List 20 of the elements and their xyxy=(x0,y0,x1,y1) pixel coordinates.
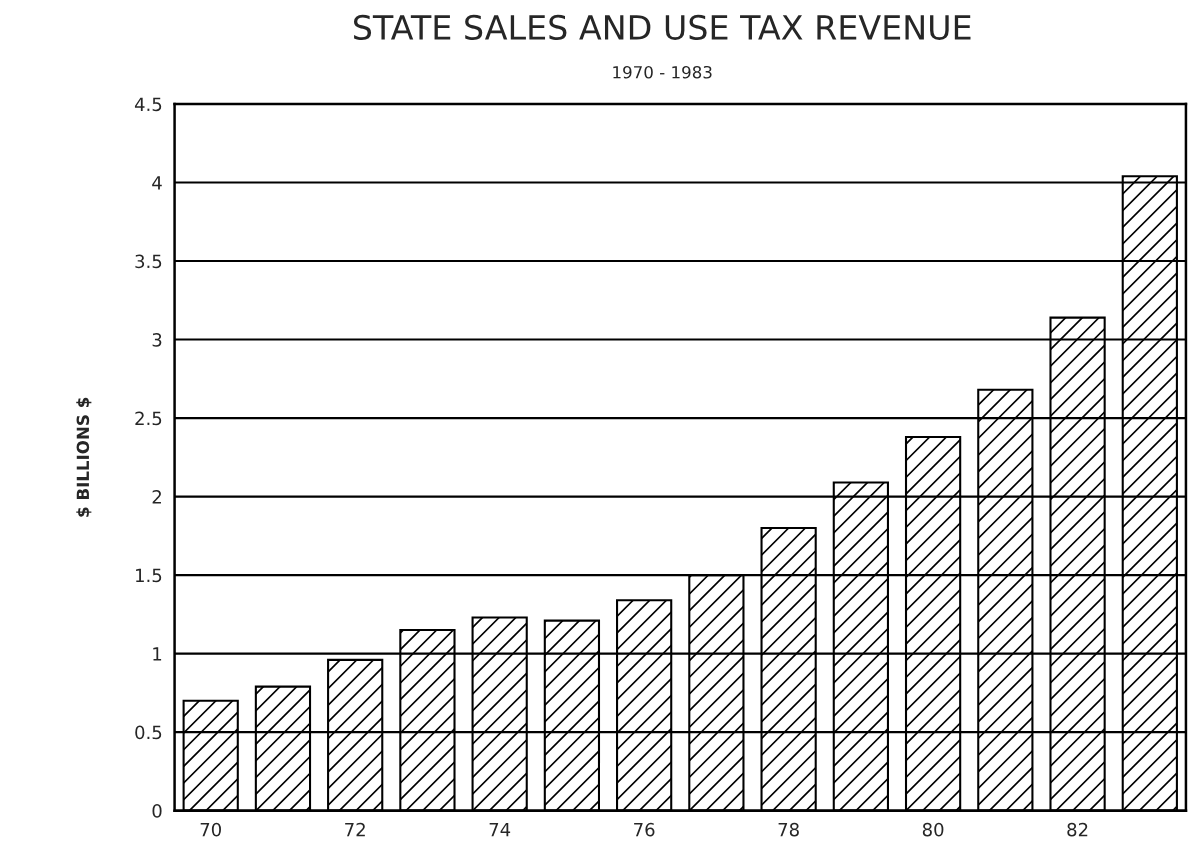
chart-subtitle: 1970 - 1983 xyxy=(613,65,712,79)
x-tick-label: 80 xyxy=(922,822,944,837)
y-tick-label: 3 xyxy=(152,333,162,347)
x-tick-label: 82 xyxy=(1067,822,1088,837)
y-tick-label: 2 xyxy=(152,490,161,504)
x-tick-label: 70 xyxy=(200,822,221,837)
y-tick-label: 0.5 xyxy=(135,725,162,740)
x-tick-label: 76 xyxy=(634,822,655,837)
y-tick-label: 0 xyxy=(152,804,162,818)
y-tick-label: 4 xyxy=(152,176,162,190)
y-tick-label: 3.5 xyxy=(135,254,162,269)
x-tick-label: 78 xyxy=(778,822,799,837)
y-axis-title: $ BILLIONS $ xyxy=(76,397,92,517)
y-tick-label: 1.5 xyxy=(136,568,162,583)
y-tick-label: 4.5 xyxy=(134,97,162,112)
y-tick-label: 2.5 xyxy=(135,411,162,426)
x-tick-label: 74 xyxy=(489,823,511,837)
chart-title: STATE SALES AND USE TAX REVENUE xyxy=(353,14,971,41)
x-tick-label: 72 xyxy=(345,822,365,837)
y-tick-label: 1 xyxy=(153,647,162,661)
